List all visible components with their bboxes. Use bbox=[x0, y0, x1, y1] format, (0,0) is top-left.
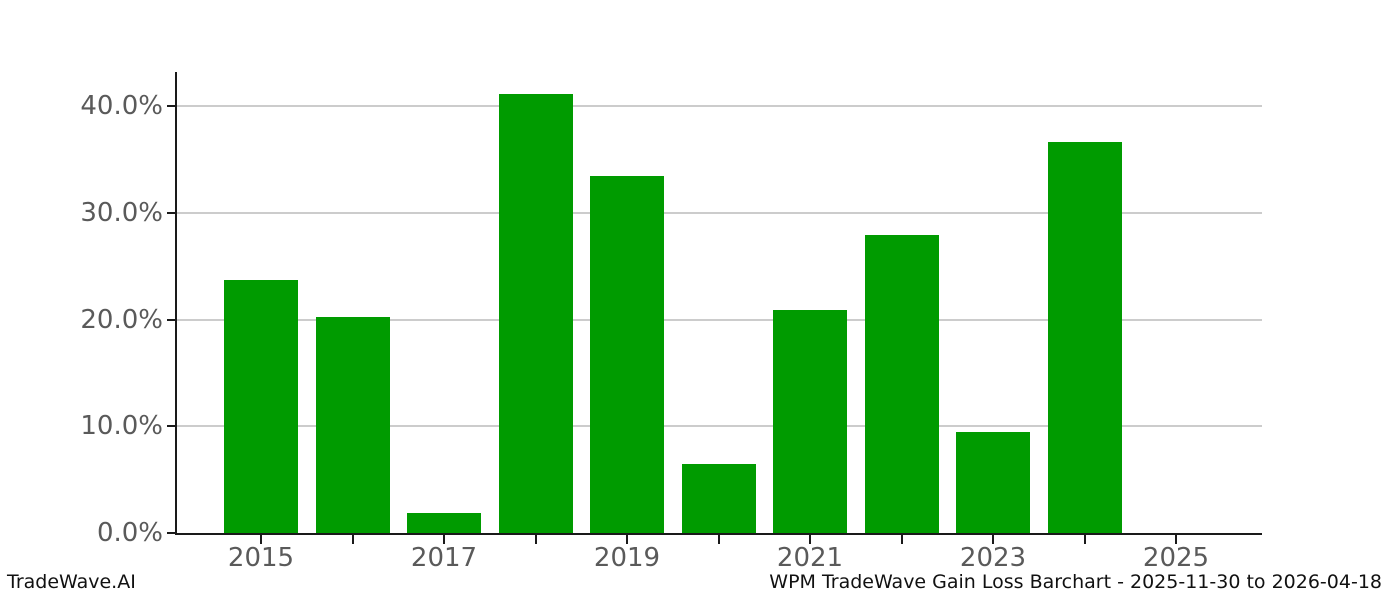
x-tick-label-2025: 2025 bbox=[1142, 543, 1210, 573]
y-tick-label: 20.0% bbox=[80, 304, 163, 335]
x-axis-spine bbox=[175, 533, 1262, 535]
x-tick-mark bbox=[260, 535, 262, 544]
x-tick-mark bbox=[1083, 535, 1086, 544]
y-tick-mark bbox=[167, 211, 175, 214]
x-tick-mark bbox=[992, 535, 994, 544]
gridline-20pct bbox=[175, 318, 1262, 321]
x-tick-label-2017: 2017 bbox=[410, 543, 478, 573]
x-tick-mark bbox=[351, 535, 354, 544]
bar-2017 bbox=[407, 512, 481, 533]
x-tick-mark bbox=[443, 535, 445, 544]
y-tick-label: 10.0% bbox=[80, 411, 163, 442]
y-tick-label: 0.0% bbox=[96, 518, 163, 548]
brand-text: TradeWave.AI bbox=[7, 571, 136, 593]
x-tick-mark bbox=[809, 535, 811, 544]
y-tick-mark bbox=[167, 425, 175, 428]
y-tick-mark bbox=[167, 532, 175, 534]
x-tick-mark bbox=[1175, 535, 1177, 544]
x-tick-mark bbox=[717, 535, 720, 544]
bar-2023 bbox=[956, 431, 1030, 533]
x-tick-label-2023: 2023 bbox=[959, 543, 1027, 573]
y-tick-label: 30.0% bbox=[80, 197, 163, 228]
x-tick-mark bbox=[900, 535, 903, 544]
bar-2015 bbox=[224, 280, 298, 533]
y-tick-label: 40.0% bbox=[80, 91, 163, 121]
bar-2018 bbox=[498, 94, 573, 533]
x-tick-label-2019: 2019 bbox=[593, 543, 661, 573]
x-tick-label-2021: 2021 bbox=[776, 543, 844, 573]
bar-2021 bbox=[773, 309, 847, 533]
y-tick-mark bbox=[167, 105, 175, 107]
x-tick-label-2015: 2015 bbox=[227, 543, 295, 573]
gridline-10pct bbox=[175, 425, 1262, 428]
bar-2019 bbox=[590, 176, 664, 533]
bar-2016 bbox=[315, 317, 390, 533]
x-tick-mark bbox=[626, 535, 628, 544]
y-axis-spine bbox=[175, 72, 177, 535]
chart-caption: WPM TradeWave Gain Loss Barchart - 2025-… bbox=[769, 571, 1382, 593]
bar-2024 bbox=[1047, 142, 1122, 533]
bar-2022 bbox=[864, 235, 939, 533]
gridline-30pct bbox=[175, 211, 1262, 214]
bar-2020 bbox=[681, 463, 756, 533]
gridline-40pct bbox=[175, 105, 1262, 107]
y-tick-mark bbox=[167, 318, 175, 321]
x-tick-mark bbox=[534, 535, 537, 544]
